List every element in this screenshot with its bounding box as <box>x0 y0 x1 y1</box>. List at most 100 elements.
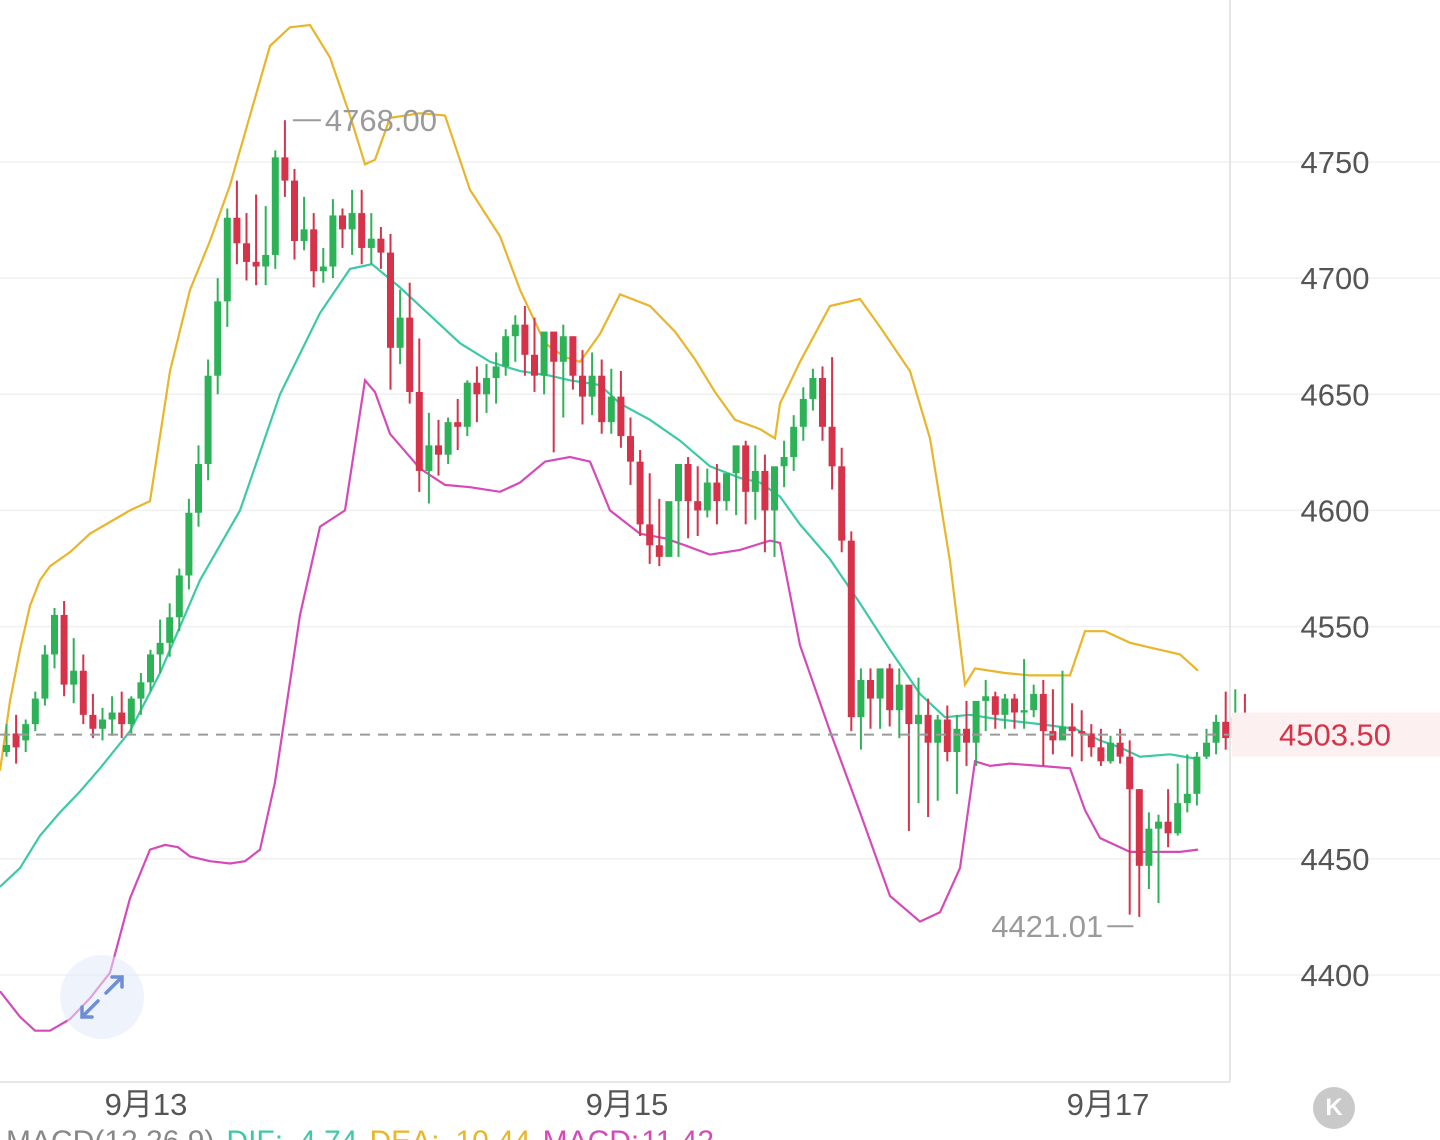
candle <box>1068 703 1076 757</box>
candle <box>435 419 442 476</box>
y-tick-label: 4700 <box>1301 261 1370 296</box>
candle-body <box>1116 742 1124 757</box>
candle <box>310 213 318 288</box>
candle <box>502 329 510 376</box>
candle <box>828 357 836 490</box>
candles-group <box>3 120 1249 917</box>
candle-body <box>1097 747 1105 762</box>
kline-toggle-button[interactable]: K <box>1313 1087 1355 1129</box>
candle-body <box>636 461 644 525</box>
candle-body <box>819 378 826 427</box>
candle-body <box>924 714 932 743</box>
candle-body <box>310 229 318 272</box>
candle-body <box>1222 721 1230 739</box>
candle-body <box>531 354 538 376</box>
candle <box>223 208 231 327</box>
candle-body <box>108 712 116 720</box>
candle <box>377 227 385 269</box>
candle <box>1059 670 1066 741</box>
current-price-label: 4503.50 <box>1279 718 1391 753</box>
candle <box>262 206 270 286</box>
low-marker-label: 4421.01 <box>991 909 1103 944</box>
candle-body <box>569 336 577 376</box>
candle-body <box>1020 710 1028 713</box>
candle-body <box>867 679 874 699</box>
current-price-badge <box>1232 712 1440 757</box>
candle-body <box>953 728 961 753</box>
candle <box>588 352 596 416</box>
candle <box>281 120 289 197</box>
candle <box>463 380 471 437</box>
candle <box>991 691 999 729</box>
candle <box>319 247 327 283</box>
candle-body <box>60 614 68 685</box>
candle-body <box>147 654 154 683</box>
candle-body <box>387 252 394 348</box>
candle-body <box>204 375 212 464</box>
zoom-toggle-button[interactable] <box>60 955 144 1039</box>
candle <box>598 359 606 434</box>
candle-body <box>483 378 490 395</box>
macd-label: MACD: <box>543 1125 640 1140</box>
candle-body <box>1011 698 1018 713</box>
candle-body <box>1107 742 1114 762</box>
candle-body <box>1087 733 1095 748</box>
candle-body <box>415 391 423 471</box>
candle-body <box>1164 821 1172 834</box>
candle-body <box>502 336 510 367</box>
candle-body <box>579 375 586 397</box>
candle-body <box>243 243 250 262</box>
candle-body <box>598 375 606 423</box>
candle <box>12 714 20 764</box>
candle <box>780 440 788 488</box>
candle <box>271 150 279 269</box>
candle <box>118 691 126 739</box>
candle-body <box>838 466 846 541</box>
candle <box>127 696 135 734</box>
candle <box>444 417 452 464</box>
candle-body <box>1135 789 1143 866</box>
candle-body <box>607 396 615 423</box>
candle <box>982 679 990 732</box>
candle-body <box>252 261 260 267</box>
candle <box>483 364 490 413</box>
candle-body <box>963 728 970 743</box>
candle-body <box>723 473 730 502</box>
candle <box>1135 789 1143 917</box>
candle-body <box>511 324 519 337</box>
candle-body <box>435 445 442 455</box>
candle-body <box>396 317 404 348</box>
candle-body <box>713 482 721 502</box>
candle <box>1203 728 1210 759</box>
candle <box>895 668 903 739</box>
candle <box>22 719 30 753</box>
candle <box>771 466 778 557</box>
candle <box>415 338 423 492</box>
candle-body <box>329 215 337 267</box>
candle-body <box>22 724 30 741</box>
candle <box>195 445 202 527</box>
dif-label: DIF: <box>226 1125 283 1140</box>
candle-body <box>1174 803 1182 834</box>
candle-body <box>886 668 894 711</box>
candle-body <box>31 698 39 725</box>
candle-body <box>991 696 999 715</box>
candle-body <box>127 698 135 725</box>
candle <box>70 638 78 704</box>
candle-body <box>271 157 279 255</box>
candle <box>233 180 241 265</box>
candle <box>339 208 346 248</box>
candle <box>809 368 817 411</box>
candle-body <box>185 512 193 576</box>
candle <box>156 619 164 674</box>
high-marker-label: 4768.00 <box>325 103 437 138</box>
x-tick-label: 9月17 <box>1067 1087 1150 1122</box>
candle-body <box>1183 793 1191 804</box>
candle-body <box>137 682 145 699</box>
candle <box>291 168 298 260</box>
candle-body <box>847 540 855 718</box>
candle <box>1011 693 1018 729</box>
dea-value: -10.44 <box>446 1125 531 1140</box>
y-tick-label: 4600 <box>1301 493 1370 528</box>
